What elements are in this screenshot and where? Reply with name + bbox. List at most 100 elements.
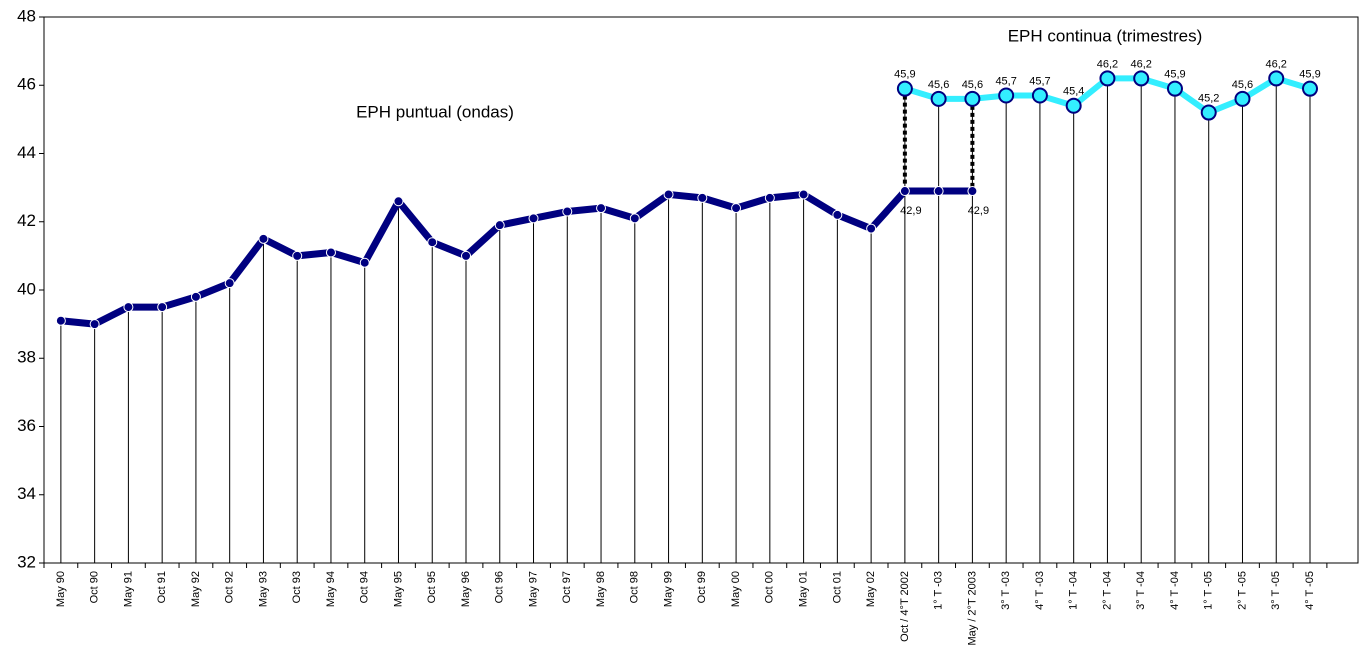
x-tick-label: 1° T -03 (933, 571, 945, 610)
y-tick-label: 34 (17, 484, 36, 503)
x-tick-label: May 92 (190, 571, 202, 607)
x-tick-label: May / 2°T 2003 (966, 571, 978, 646)
value-label: 45,9 (1164, 69, 1185, 81)
y-tick-label: 40 (17, 279, 36, 298)
value-label: 46,2 (1097, 58, 1118, 70)
marker (731, 203, 742, 214)
x-tick-label: May 01 (798, 571, 810, 607)
marker (899, 186, 910, 197)
x-tick-label: Oct 96 (494, 571, 506, 603)
x-tick-label: Oct 93 (291, 571, 303, 603)
marker (933, 186, 944, 197)
marker (1234, 90, 1251, 107)
marker (157, 302, 168, 313)
x-tick-label: May 98 (595, 571, 607, 607)
x-tick-label: 4° T -05 (1304, 571, 1316, 610)
marker (1031, 87, 1048, 104)
value-label: 45,4 (1063, 86, 1084, 98)
y-tick-label: 38 (17, 348, 36, 367)
x-tick-label: Oct 92 (224, 571, 236, 603)
marker (663, 189, 674, 200)
x-tick-label: 2° T -04 (1101, 571, 1113, 610)
x-tick-label: Oct 98 (629, 571, 641, 603)
x-tick-label: Oct 01 (831, 571, 843, 603)
marker (764, 192, 775, 203)
marker (596, 203, 607, 214)
marker (697, 192, 708, 203)
marker (896, 80, 913, 97)
marker (325, 247, 336, 258)
x-tick-label: May 02 (865, 571, 877, 607)
marker (866, 223, 877, 234)
plot-frame (43, 16, 1359, 564)
marker (89, 319, 100, 330)
marker (629, 213, 640, 224)
annotation: EPH puntual (ondas) (356, 102, 514, 121)
marker (967, 186, 978, 197)
x-tick-label: 3° T -05 (1270, 571, 1282, 610)
marker (1065, 97, 1082, 114)
value-label: 45,6 (962, 79, 983, 91)
x-tick-label: 3° T -03 (1000, 571, 1012, 610)
value-label: 45,7 (1029, 75, 1050, 87)
x-tick-label: May 90 (55, 571, 67, 607)
value-label: 45,6 (928, 79, 949, 91)
x-tick-label: May 00 (730, 571, 742, 607)
marker (798, 189, 809, 200)
x-tick-label: Oct 97 (561, 571, 573, 603)
x-tick-label: Oct 94 (359, 571, 371, 603)
x-tick-label: May 99 (662, 571, 674, 607)
marker (292, 250, 303, 261)
marker (393, 196, 404, 207)
value-label: 42,9 (968, 205, 989, 217)
x-tick-label: 1° T -04 (1068, 571, 1080, 610)
value-label: 45,7 (995, 75, 1016, 87)
marker (427, 237, 438, 248)
x-tick-label: 2° T -05 (1236, 571, 1248, 610)
marker (55, 315, 66, 326)
value-label: 45,2 (1198, 92, 1219, 104)
marker (998, 87, 1015, 104)
y-tick-label: 46 (17, 75, 36, 94)
series-line (60, 187, 973, 328)
x-tick-label: May 93 (257, 571, 269, 607)
x-tick-label: Oct 00 (764, 571, 776, 603)
marker (964, 90, 981, 107)
value-label: 42,9 (900, 205, 921, 217)
x-tick-label: May 91 (122, 571, 134, 607)
x-tick-label: Oct 90 (89, 571, 101, 603)
x-tick-label: Oct 91 (156, 571, 168, 603)
x-tick-label: 1° T -05 (1203, 571, 1215, 610)
marker (930, 90, 947, 107)
value-label: 45,9 (1299, 69, 1320, 81)
x-tick-label: May 96 (460, 571, 472, 607)
x-tick-label: Oct / 4°T 2002 (899, 571, 911, 642)
marker (258, 233, 269, 244)
marker (1302, 80, 1318, 97)
x-tick-label: Oct 95 (426, 571, 438, 603)
x-tick-label: Oct 99 (696, 571, 708, 603)
x-tick-label: 4° T -03 (1034, 571, 1046, 610)
marker (1200, 104, 1217, 121)
x-tick-label: May 95 (392, 571, 404, 607)
marker (359, 257, 370, 268)
marker (1099, 70, 1116, 87)
value-label: 46,2 (1130, 58, 1151, 70)
marker (1133, 70, 1150, 87)
value-label: 45,6 (1232, 79, 1253, 91)
x-tick-label: 4° T -04 (1169, 571, 1181, 610)
y-tick-label: 42 (17, 211, 36, 230)
value-label: 46,2 (1266, 58, 1287, 70)
value-label: 45,9 (894, 69, 915, 81)
annotation: EPH continua (trimestres) (1008, 26, 1203, 45)
marker (1166, 80, 1183, 97)
marker (224, 278, 235, 289)
x-tick-label: May 97 (527, 571, 539, 607)
marker (832, 209, 843, 220)
marker (190, 291, 201, 302)
marker (123, 302, 134, 313)
y-tick-label: 32 (17, 552, 36, 571)
marker (461, 250, 471, 261)
y-tick-label: 44 (17, 143, 36, 162)
marker (528, 213, 539, 224)
